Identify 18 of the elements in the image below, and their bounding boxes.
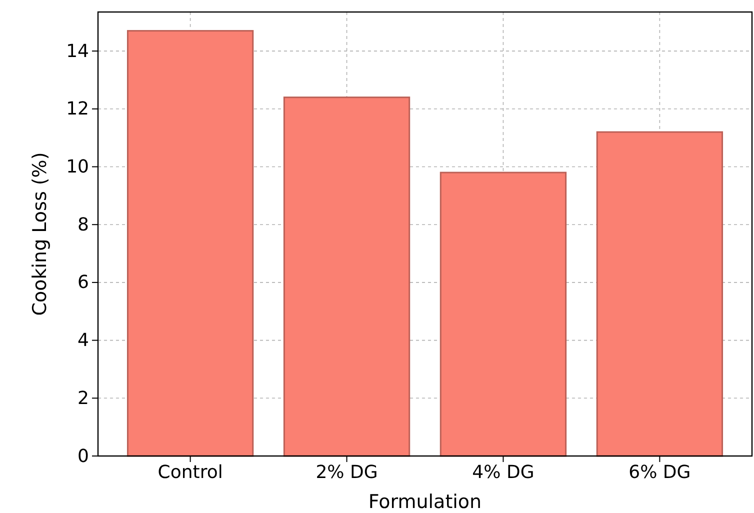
- bar: [283, 96, 410, 457]
- x-tick-label: 4% DG: [472, 462, 534, 483]
- bar: [596, 131, 724, 457]
- y-tick-label: 6: [78, 272, 89, 294]
- x-tick-label: Control: [158, 462, 223, 483]
- y-tick-label: 14: [66, 40, 89, 62]
- y-tick-label: 4: [78, 330, 89, 352]
- y-tick-label: 10: [66, 156, 89, 178]
- x-axis-title: Formulation: [368, 491, 482, 513]
- y-tick-label: 0: [78, 446, 89, 467]
- x-tick-label: 2% DG: [316, 462, 378, 483]
- bar: [126, 30, 254, 457]
- bar: [440, 172, 567, 457]
- y-tick-label: 8: [78, 214, 89, 236]
- y-tick-label: 2: [78, 388, 89, 409]
- x-tick-label: 6% DG: [628, 462, 691, 483]
- y-axis-title: Cooking Loss (%): [29, 152, 51, 316]
- y-tick-label: 12: [66, 98, 89, 120]
